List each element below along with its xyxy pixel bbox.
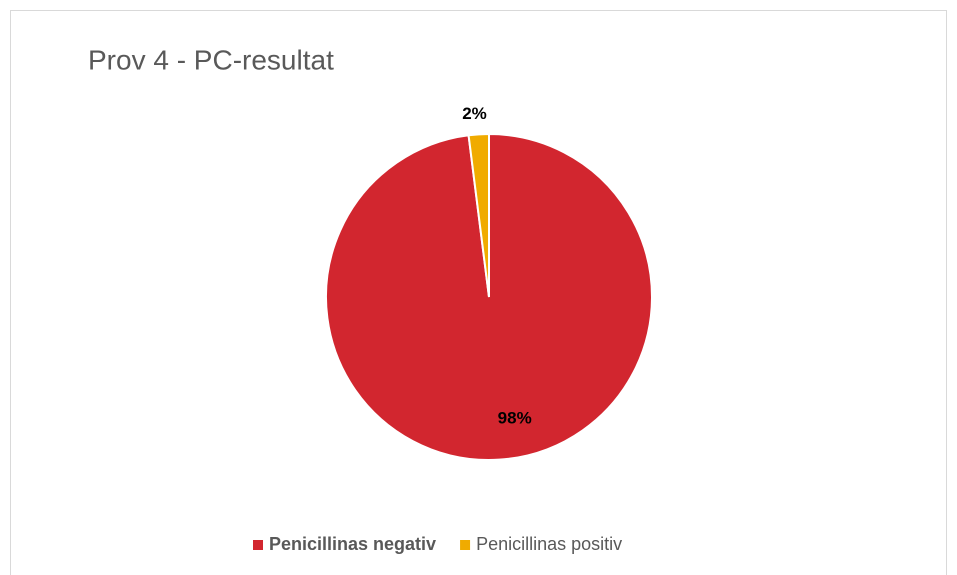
legend-label: Penicillinas negativ [269, 534, 436, 554]
legend-swatch [253, 540, 263, 550]
legend-swatch [460, 540, 471, 550]
legend-label: Penicillinas positiv [476, 534, 622, 554]
data-label: 98% [498, 408, 532, 427]
chart-title: Prov 4 - PC-resultat [88, 44, 334, 75]
data-label: 2% [462, 104, 487, 123]
pie-slice [467, 132, 490, 298]
